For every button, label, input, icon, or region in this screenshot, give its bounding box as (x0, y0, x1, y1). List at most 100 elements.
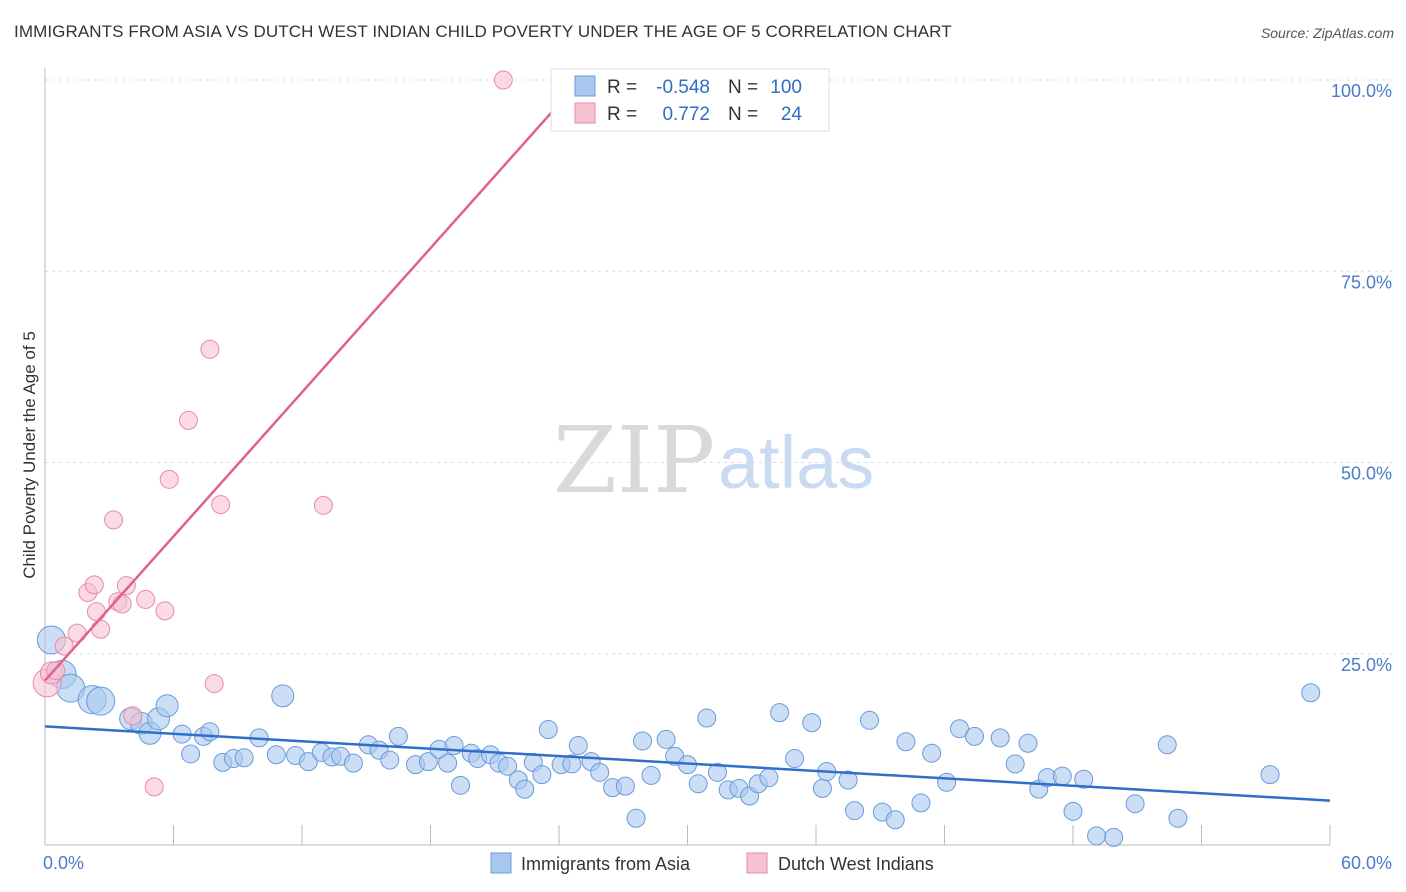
immigrants-from-asia-point (200, 722, 220, 742)
immigrants-from-asia-point (450, 775, 470, 795)
stats-pink-n-label: N = (728, 104, 758, 125)
dutch-west-indians-point (116, 576, 136, 596)
immigrants-from-asia-point (388, 726, 408, 746)
immigrants-from-asia-point (964, 726, 984, 746)
immigrants-from-asia-point (86, 686, 116, 716)
watermark: ZIP atlas (553, 407, 874, 514)
x-tick-label-min: 0.0% (43, 853, 84, 873)
immigrants-from-asia-point (688, 774, 708, 794)
immigrants-from-asia-point (181, 744, 201, 764)
dutch-west-indians-point (144, 777, 164, 797)
immigrants-from-asia-point (380, 750, 400, 770)
immigrants-from-asia-point (937, 772, 957, 792)
immigrants-from-asia-point (266, 745, 286, 765)
immigrants-from-asia-point (990, 728, 1010, 748)
immigrants-from-asia-point (949, 719, 969, 739)
immigrants-from-asia-point (1260, 765, 1280, 785)
immigrants-from-asia-point (590, 762, 610, 782)
x-axis-ticks (44, 825, 1331, 845)
immigrants-from-asia-point (532, 765, 552, 785)
immigrants-from-asia-point (298, 752, 318, 772)
dutch-west-indians-point (112, 594, 132, 614)
source-credit: Source: ZipAtlas.com (1260, 25, 1394, 41)
immigrants-from-asia-point (1018, 733, 1038, 753)
immigrants-from-asia-point (759, 768, 779, 788)
trend-lines (44, 79, 1331, 802)
dutch-west-indians-point (211, 495, 231, 515)
y-tick-labels: 25.0% 50.0% 75.0% 100.0% (1331, 81, 1392, 675)
immigrants-from-asia-point (155, 694, 179, 718)
immigrants-from-asia-point (922, 743, 942, 763)
y-tick-label-50: 50.0% (1341, 464, 1392, 484)
dutch-west-indians-point (91, 619, 111, 639)
dutch-west-indians-point (54, 636, 74, 656)
immigrants-from-asia-point (418, 752, 438, 772)
dutch-west-indians-point (84, 575, 104, 595)
series-dutch-west-indians (32, 70, 513, 797)
dutch-west-indians-point (67, 623, 87, 643)
stats-blue-n-value: 100 (770, 77, 802, 98)
immigrants-from-asia-point (845, 801, 865, 821)
immigrants-from-asia-point (911, 793, 931, 813)
immigrants-from-asia-point (896, 732, 916, 752)
immigrants-from-asia-point (1005, 754, 1025, 774)
immigrants-from-asia-point (1301, 683, 1321, 703)
legend-label-dutch-west-indians: Dutch West Indians (778, 854, 934, 874)
immigrants-from-asia-point (1052, 766, 1072, 786)
immigrants-from-asia-point (633, 731, 653, 751)
dutch-west-indians-point (200, 339, 220, 359)
legend-swatch-immigrants-from-asia (490, 852, 512, 874)
y-tick-label-75: 75.0% (1341, 272, 1392, 292)
stats-blue-r-value: -0.548 (656, 77, 710, 98)
immigrants-from-asia-point (444, 736, 464, 756)
immigrants-from-asia-point (438, 753, 458, 773)
y-tick-label-25: 25.0% (1341, 655, 1392, 675)
stats-pink-n-value: 24 (781, 104, 803, 125)
immigrants-from-asia-point (707, 762, 727, 782)
immigrants-from-asia-point (656, 729, 676, 749)
dutch-west-indians-point (204, 674, 224, 694)
stats-pink-r-label: R = (607, 104, 637, 125)
immigrants-from-asia-point (1157, 735, 1177, 755)
immigrants-from-asia-point (838, 770, 858, 790)
immigrants-from-asia-point (1125, 794, 1145, 814)
immigrants-from-asia-point (498, 756, 518, 776)
immigrants-from-asia-point (1074, 769, 1094, 789)
immigrants-from-asia-point (568, 736, 588, 756)
stats-blue-n-label: N = (728, 77, 758, 98)
dutch-west-indians-point (159, 469, 179, 489)
stats-box: R = -0.548 N = 100 R = 0.772 N = 24 (550, 68, 830, 132)
immigrants-from-asia-point (812, 778, 832, 798)
immigrants-from-asia-point (271, 684, 295, 708)
immigrants-from-asia-point (562, 754, 582, 774)
stats-pink-r-value: 0.772 (662, 104, 710, 125)
immigrants-from-asia-point (615, 776, 635, 796)
immigrants-from-asia-point (234, 748, 254, 768)
trendline-dutch-west-indians (44, 79, 582, 682)
dutch-west-indians-point (104, 510, 124, 530)
immigrants-from-asia-point (1063, 801, 1083, 821)
dutch-west-indians-point (178, 410, 198, 430)
immigrants-from-asia-point (802, 713, 822, 733)
immigrants-from-asia-point (1087, 826, 1107, 846)
immigrants-from-asia-point (343, 753, 363, 773)
immigrants-from-asia-point (860, 710, 880, 730)
y-axis-label: Child Poverty Under the Age of 5 (20, 331, 39, 579)
legend-swatch-dutch-west-indians (746, 852, 768, 874)
immigrants-from-asia-point (641, 765, 661, 785)
x-tick-label-max: 60.0% (1341, 853, 1392, 873)
dutch-west-indians-point (86, 602, 106, 622)
immigrants-from-asia-point (1104, 827, 1124, 847)
stats-blue-r-label: R = (607, 77, 637, 98)
immigrants-from-asia-point (785, 749, 805, 769)
immigrants-from-asia-point (770, 703, 790, 723)
immigrants-from-asia-point (697, 708, 717, 728)
stats-box-frame (550, 68, 830, 132)
immigrants-from-asia-point (1168, 808, 1188, 828)
watermark-zip: ZIP (553, 407, 715, 514)
immigrants-from-asia-point (515, 779, 535, 799)
immigrants-from-asia-point (626, 808, 646, 828)
stats-swatch-pink (574, 102, 596, 124)
legend-label-immigrants-from-asia: Immigrants from Asia (521, 854, 691, 874)
